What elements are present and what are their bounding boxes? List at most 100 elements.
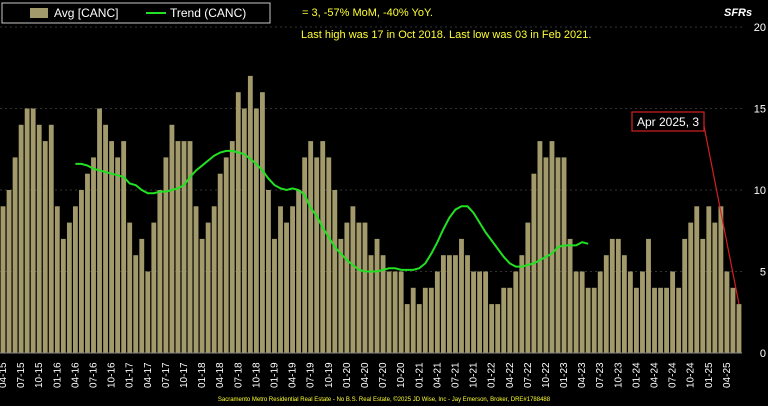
x-tick-label: 01-20	[342, 362, 353, 388]
bar	[6, 190, 12, 353]
bar	[422, 287, 428, 353]
bar	[640, 271, 645, 353]
bar	[392, 271, 398, 353]
x-tick-label: 04-19	[288, 362, 299, 388]
legend: Avg [CANC] Trend (CANC)	[1, 2, 271, 24]
bar	[91, 157, 96, 353]
bar	[12, 157, 18, 353]
bar	[658, 287, 663, 353]
x-tick-label: 10-16	[107, 362, 118, 388]
bar	[730, 287, 736, 353]
bar	[223, 157, 229, 353]
bar	[332, 190, 338, 353]
bar	[187, 141, 193, 353]
x-tick-label: 04-24	[650, 362, 661, 388]
callout-box	[631, 111, 705, 132]
bar	[175, 141, 181, 353]
bar	[320, 141, 326, 353]
bar	[591, 287, 597, 353]
legend-bar-label: Avg [CANC]	[54, 6, 118, 20]
bar	[513, 271, 519, 353]
bar	[670, 271, 676, 353]
x-tick-label: 10-23	[613, 362, 624, 388]
bar-series	[0, 75, 742, 354]
bar	[615, 238, 621, 353]
bar	[621, 255, 627, 353]
bar	[495, 304, 501, 353]
bar	[338, 238, 344, 353]
x-tick-label: 10-17	[179, 362, 190, 388]
bar	[465, 255, 470, 353]
bar	[416, 304, 422, 353]
bar	[724, 271, 730, 353]
bar	[525, 222, 531, 353]
x-tick-label: 04-22	[505, 362, 516, 388]
bar	[549, 141, 555, 353]
x-tick-label: 01-19	[269, 362, 280, 388]
unit-label: SFRs	[724, 7, 752, 19]
bar	[79, 190, 84, 353]
x-tick-label: 04-17	[143, 362, 154, 388]
bar	[85, 173, 90, 353]
bar	[627, 271, 633, 353]
bar	[356, 222, 362, 353]
bar	[603, 255, 609, 353]
bar	[386, 271, 392, 353]
bar	[362, 222, 368, 353]
bar	[253, 108, 259, 353]
bar	[537, 141, 543, 353]
x-tick-label: 01-18	[197, 362, 208, 388]
bar	[18, 124, 24, 353]
x-axis-ticks: 04-15 07-15 10-15 01-16 04-16 07-16 10-16 01-17…	[0, 352, 742, 388]
bar	[543, 157, 549, 353]
y-tick-label: 5	[760, 267, 766, 279]
bar	[404, 304, 410, 353]
x-tick-label: 07-20	[378, 362, 389, 388]
bar	[266, 190, 271, 353]
bar	[344, 222, 350, 353]
bar	[241, 108, 247, 353]
bar	[115, 157, 121, 353]
bar	[103, 124, 108, 353]
y-tick-label: 15	[754, 104, 766, 116]
bar	[193, 206, 199, 353]
bar	[247, 75, 253, 354]
x-tick-label: 10-21	[469, 362, 480, 388]
x-tick-label: 07-23	[595, 362, 606, 388]
bar	[718, 206, 724, 353]
bar	[447, 255, 452, 353]
bar	[42, 141, 48, 353]
x-tick-label: 04-15	[0, 362, 9, 388]
bar	[48, 124, 54, 353]
x-tick-label: 04-20	[360, 362, 371, 388]
x-tick-label: 01-21	[414, 362, 425, 388]
x-tick-label: 10-24	[686, 362, 697, 388]
bar	[272, 238, 277, 353]
bar	[676, 287, 682, 353]
bar	[634, 287, 639, 353]
bar	[501, 287, 507, 353]
bar	[205, 222, 211, 353]
bar	[712, 222, 718, 353]
x-tick-label: 04-16	[70, 362, 81, 388]
bar	[694, 206, 700, 353]
legend-line-label: Trend (CANC)	[170, 6, 246, 20]
bar	[585, 287, 591, 353]
bar	[706, 206, 712, 353]
x-tick-label: 10-20	[396, 362, 407, 388]
bar	[72, 206, 78, 353]
y-tick-label: 20	[754, 22, 766, 34]
bar	[314, 157, 320, 353]
x-tick-label: 07-17	[161, 362, 172, 388]
x-tick-label: 07-24	[668, 362, 679, 388]
bar	[181, 141, 187, 353]
bar	[145, 271, 151, 353]
bar	[229, 141, 235, 353]
x-tick-label: 07-18	[233, 362, 244, 388]
bar	[682, 238, 688, 353]
bar	[579, 271, 585, 353]
bar	[121, 141, 127, 353]
bar	[235, 92, 241, 353]
x-tick-label: 01-23	[559, 362, 570, 388]
